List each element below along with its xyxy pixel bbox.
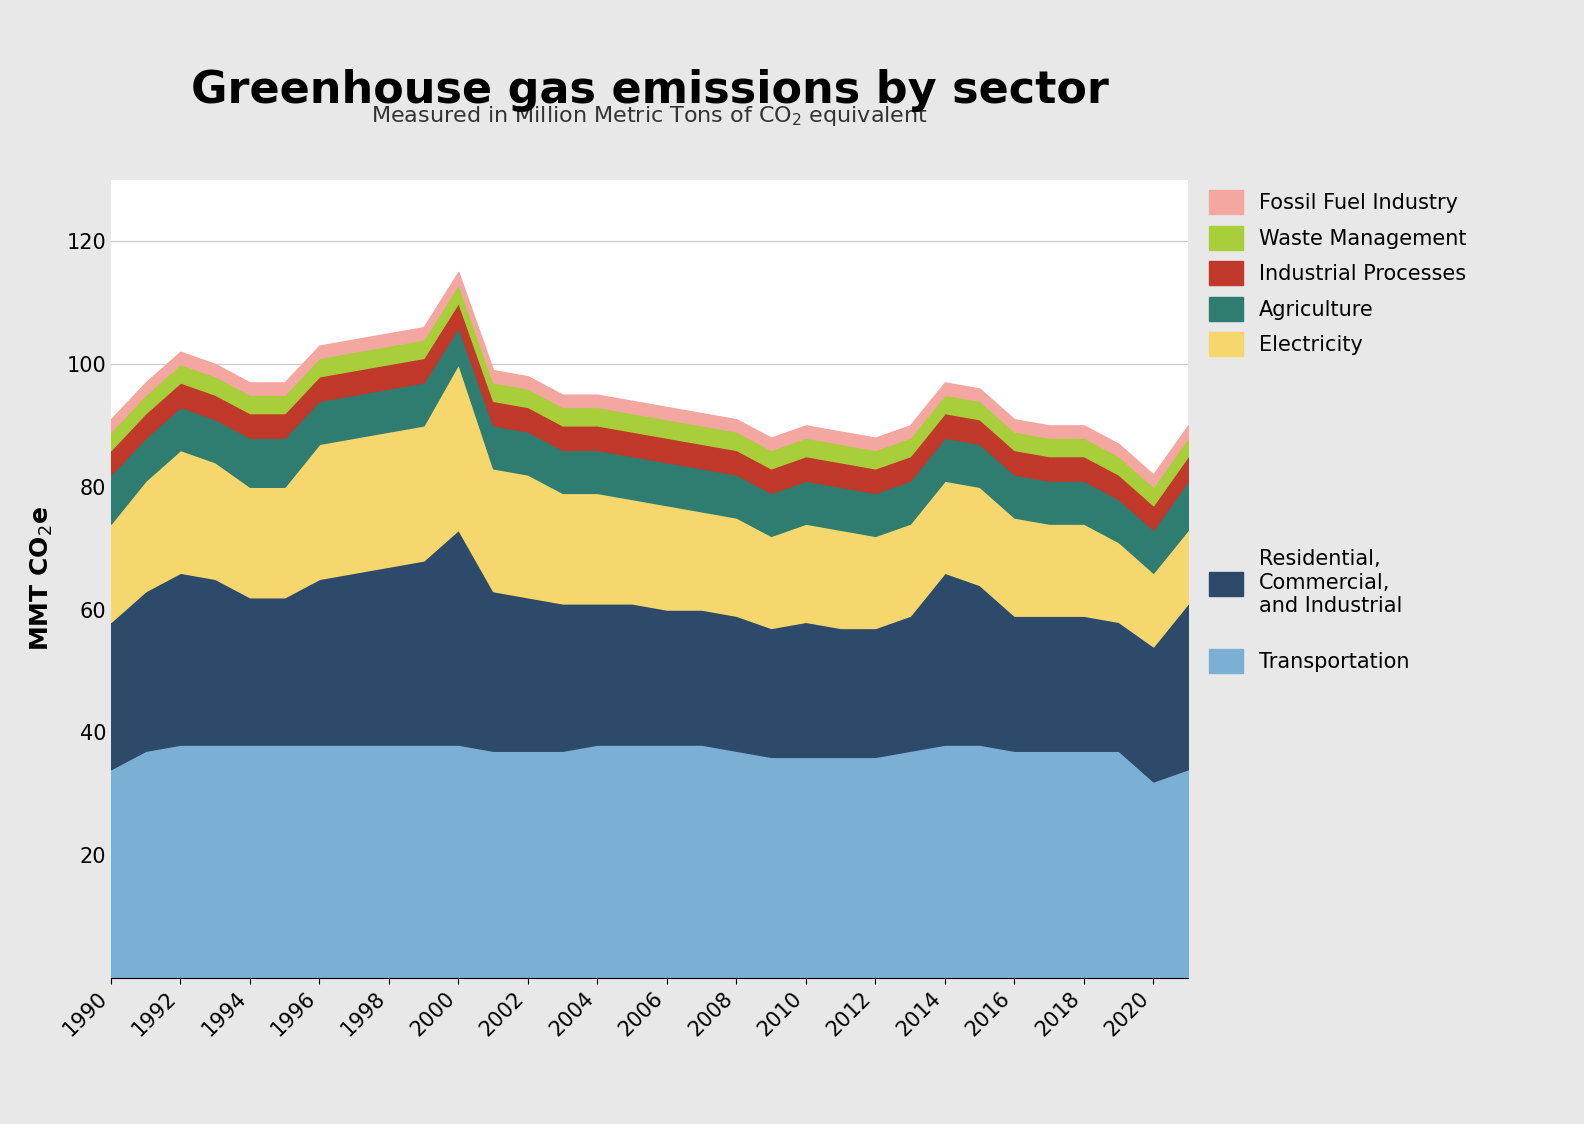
Title: Greenhouse gas emissions by sector: Greenhouse gas emissions by sector bbox=[190, 70, 1109, 112]
Legend: Residential,
Commercial,
and Industrial, Transportation: Residential, Commercial, and Industrial,… bbox=[1209, 550, 1410, 673]
Text: Measured in Million Metric Tons of CO$_2$ equivalent: Measured in Million Metric Tons of CO$_2… bbox=[371, 103, 928, 128]
Y-axis label: MMT CO$_2$e: MMT CO$_2$e bbox=[29, 507, 55, 651]
